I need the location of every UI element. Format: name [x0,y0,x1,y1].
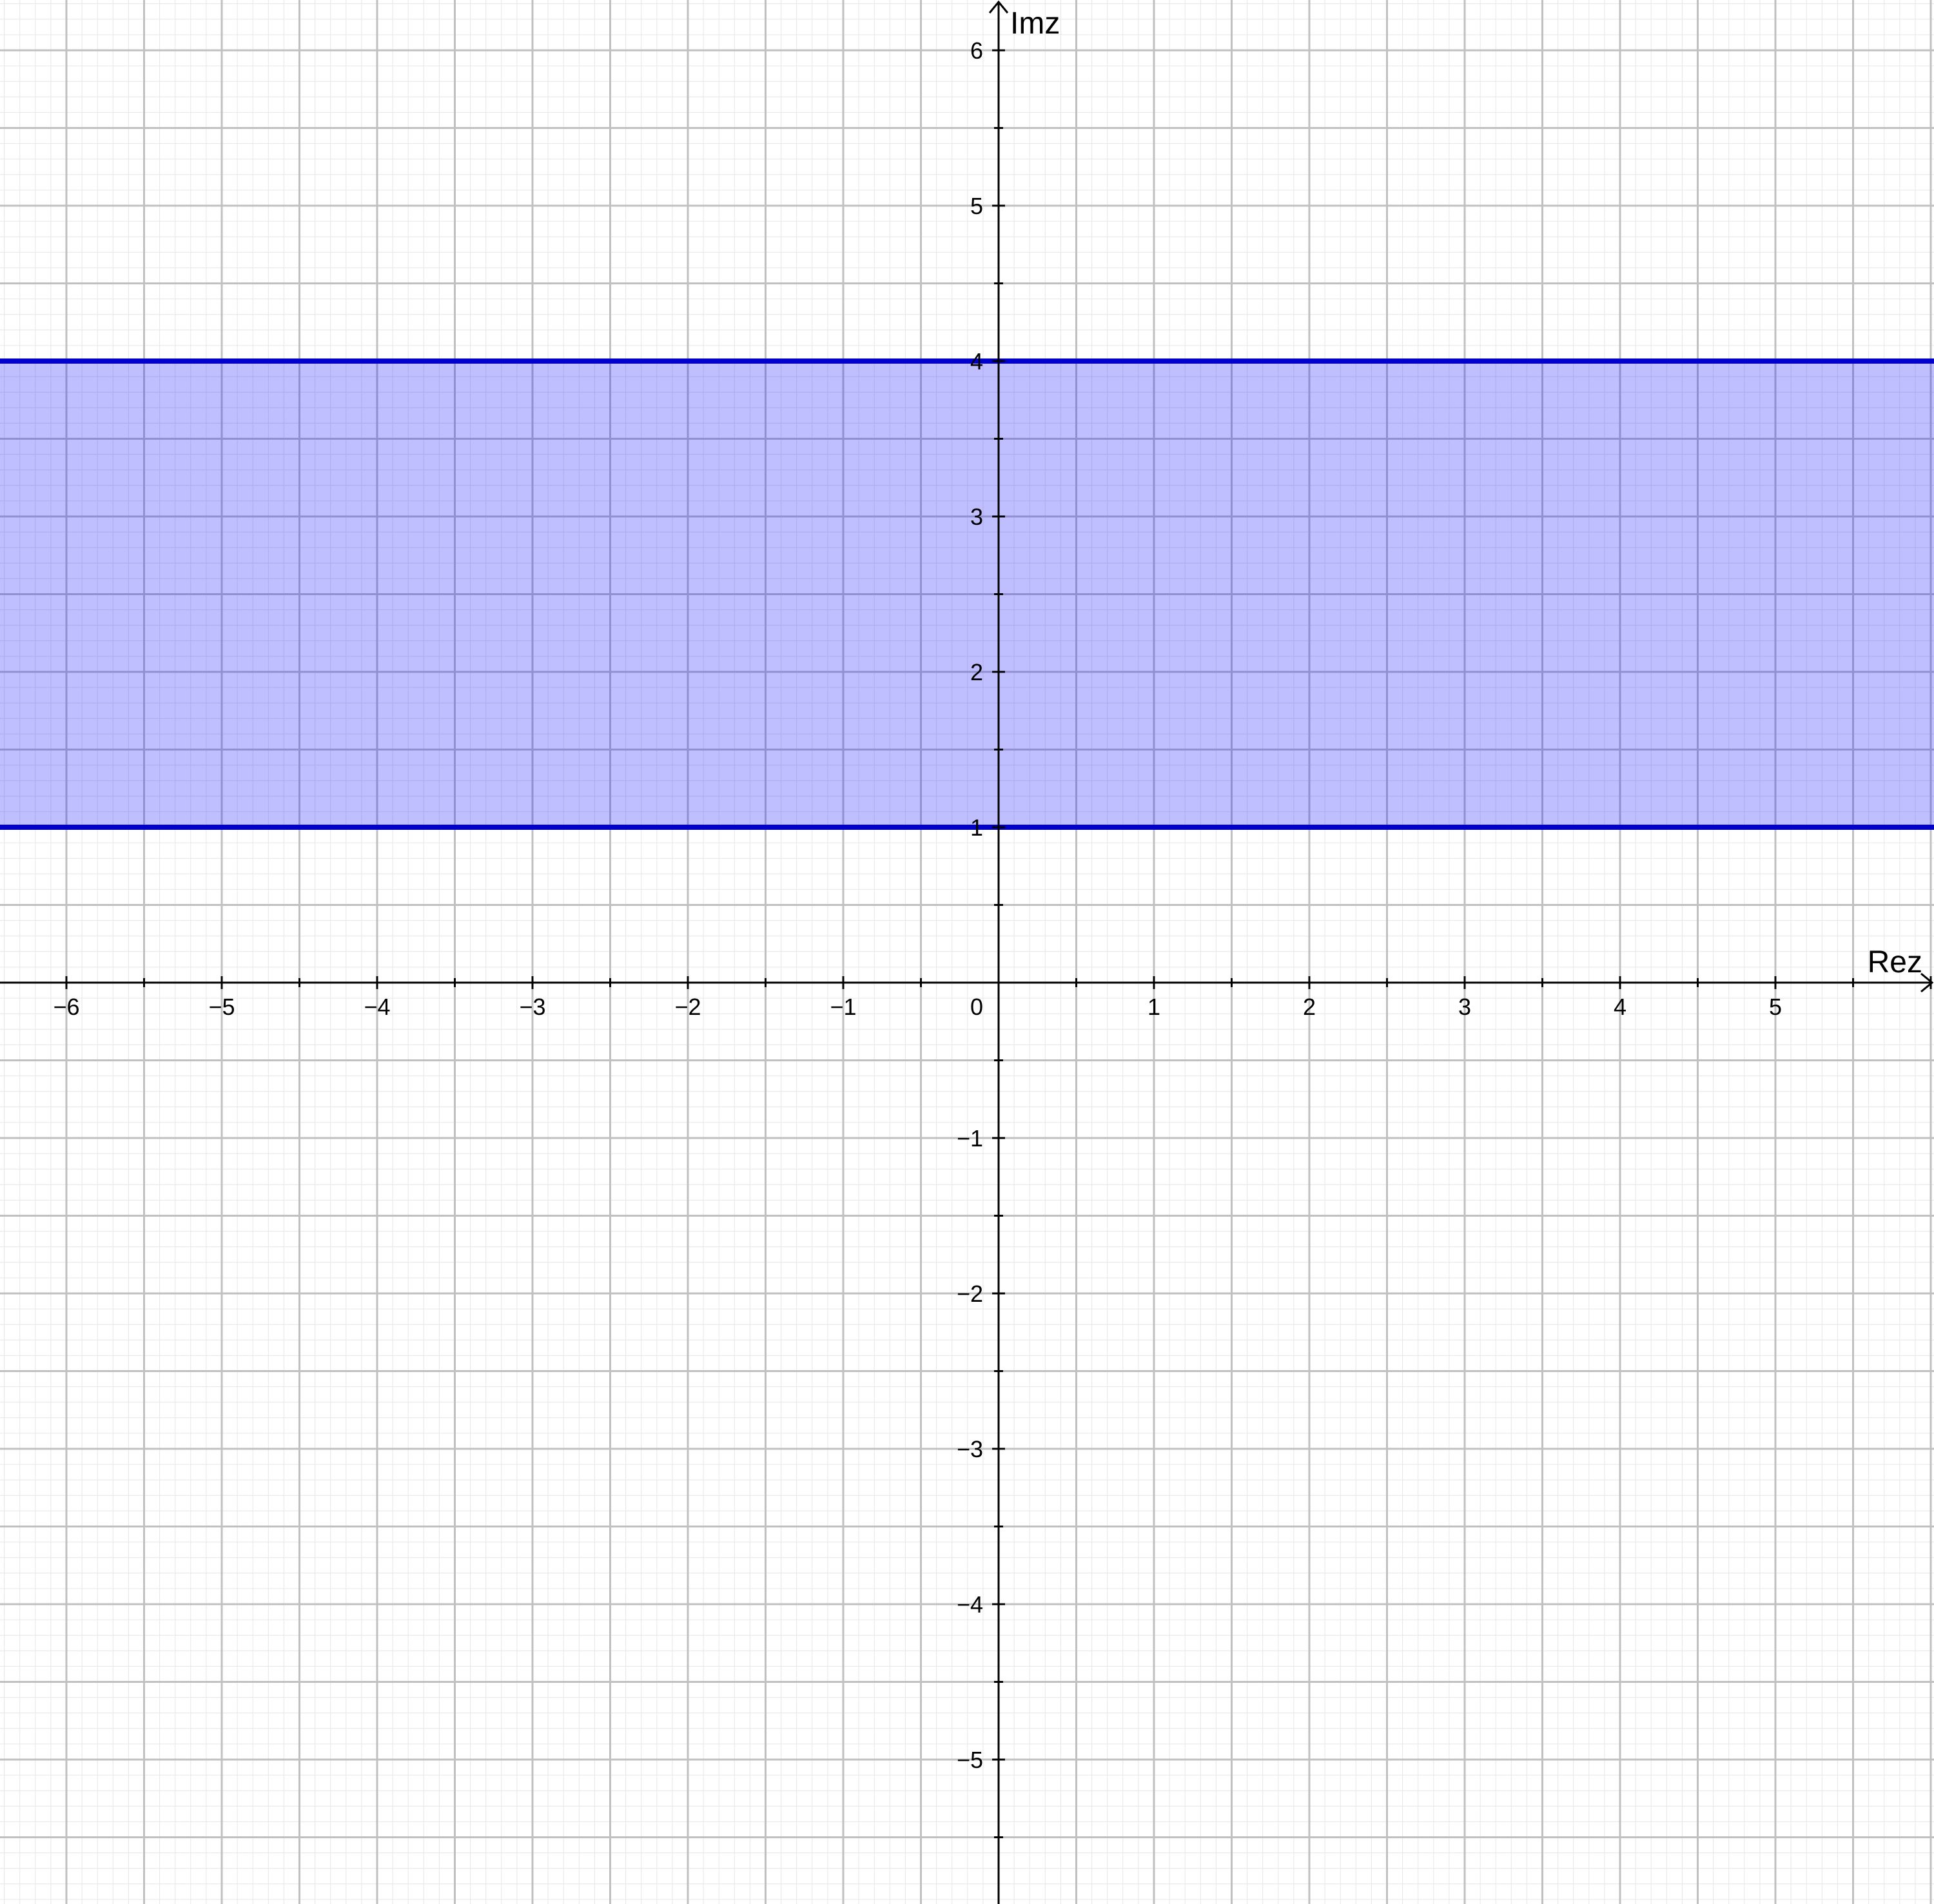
y-tick-label: 1 [970,814,983,841]
x-axis-title: Rez [1868,945,1922,979]
y-axis-title: Imz [1010,6,1060,41]
shaded-region [0,361,1934,827]
y-tick-label: −4 [957,1591,983,1618]
x-tick-labels: −6 −5 −4 −3 −2 −1 1 2 3 4 5 [53,994,1782,1020]
y-tick-label: 3 [970,504,983,530]
y-tick-label: −5 [957,1747,983,1773]
x-tick-label: 5 [1769,994,1782,1020]
x-tick-label: −3 [519,994,545,1020]
y-tick-labels: −5 −4 −3 −2 −1 1 2 3 4 5 6 [957,37,983,1773]
region-layer [0,358,1934,830]
origin-label: 0 [970,994,983,1020]
x-tick-label: −4 [364,994,390,1020]
y-tick-label: −2 [957,1281,983,1307]
x-tick-label: 2 [1303,994,1316,1020]
x-tick-label: 3 [1458,994,1471,1020]
x-tick-label: −2 [674,994,701,1020]
x-tick-label: −1 [830,994,856,1020]
y-tick-label: −1 [957,1125,983,1152]
x-tick-label: 4 [1614,994,1626,1020]
y-tick-label: 5 [970,193,983,219]
x-tick-label: −5 [208,994,235,1020]
y-tick-label: 4 [970,348,983,375]
x-axis-arrow [1920,972,1934,993]
y-tick-label: 6 [970,37,983,64]
y-tick-label: 2 [970,659,983,685]
y-tick-label: −3 [957,1436,983,1462]
x-tick-label: −6 [53,994,79,1020]
x-tick-label: 1 [1148,994,1160,1020]
y-axis-arrow [988,0,1009,14]
